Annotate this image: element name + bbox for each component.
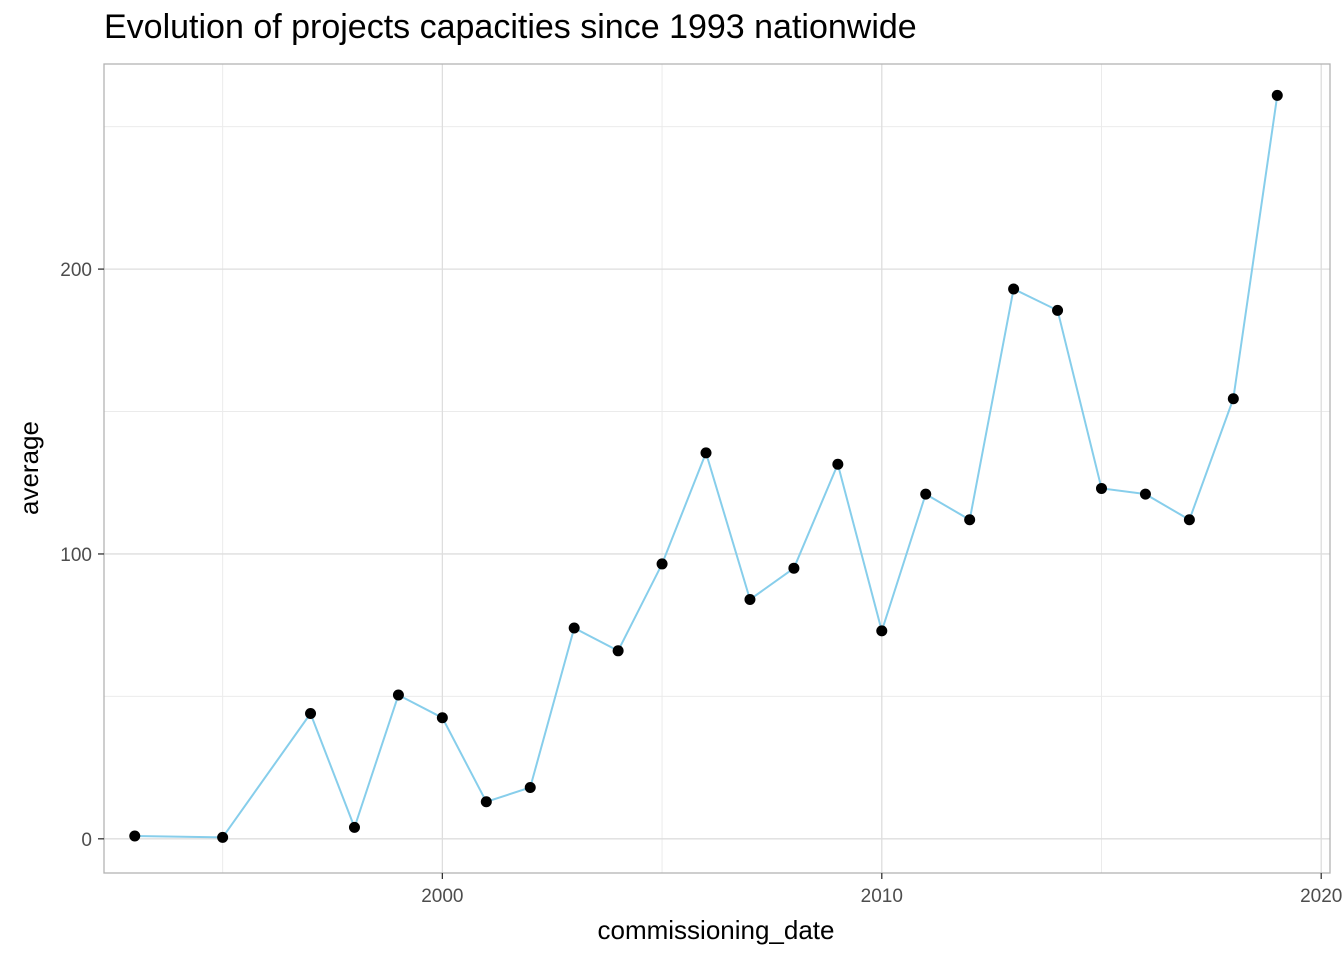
data-point [305, 707, 317, 719]
series-points [129, 89, 1283, 843]
data-point [832, 458, 844, 470]
data-point [1008, 283, 1020, 295]
data-point [1227, 393, 1239, 405]
y-axis-title: average [14, 421, 44, 515]
series-polyline [134, 95, 1279, 839]
data-point [480, 796, 492, 808]
y-tick-label: 100 [60, 545, 92, 566]
data-point [612, 645, 624, 657]
data-point [392, 689, 404, 701]
data-point [1052, 304, 1064, 316]
data-point [1183, 514, 1195, 526]
data-point [876, 625, 888, 637]
data-point [436, 712, 448, 724]
y-tick-label: 200 [60, 260, 92, 281]
plot-panel-border [103, 63, 1331, 874]
data-point [217, 831, 229, 843]
data-point [129, 830, 141, 842]
y-axis-ticks: 0 100 200 [60, 260, 104, 851]
data-point [1095, 482, 1107, 494]
minor-gridlines [104, 64, 1330, 873]
data-point [656, 558, 668, 570]
x-tick-label: 2020 [1300, 886, 1342, 907]
data-point [920, 488, 932, 500]
chart-title: Evolution of projects capacities since 1… [104, 8, 917, 46]
data-point [1271, 89, 1283, 101]
x-axis-ticks: 2000 2010 2020 [421, 873, 1342, 907]
x-axis-title: commissioning_date [597, 915, 834, 945]
y-tick-label: 0 [81, 830, 92, 851]
data-point [524, 782, 536, 794]
data-point [348, 821, 360, 833]
data-point [1139, 488, 1151, 500]
major-gridlines [104, 64, 1330, 873]
data-point [568, 622, 580, 634]
series-line [134, 95, 1279, 839]
data-point [744, 594, 756, 606]
data-point [964, 514, 976, 526]
data-point [700, 447, 712, 459]
x-tick-label: 2000 [421, 886, 463, 907]
x-tick-label: 2010 [861, 886, 903, 907]
data-point [788, 562, 800, 574]
